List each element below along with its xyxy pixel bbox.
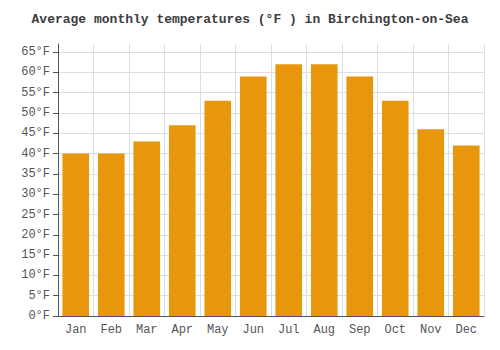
svg-text:15°F: 15°F — [21, 248, 50, 262]
svg-text:45°F: 45°F — [21, 126, 50, 140]
svg-text:55°F: 55°F — [21, 86, 50, 100]
svg-text:65°F: 65°F — [21, 45, 50, 59]
svg-text:Jul: Jul — [278, 323, 300, 337]
svg-text:40°F: 40°F — [21, 147, 50, 161]
svg-text:20°F: 20°F — [21, 228, 50, 242]
svg-text:5°F: 5°F — [28, 289, 50, 303]
svg-text:Nov: Nov — [420, 323, 442, 337]
svg-text:60°F: 60°F — [21, 65, 50, 79]
svg-text:50°F: 50°F — [21, 106, 50, 120]
svg-text:Jan: Jan — [65, 323, 87, 337]
svg-text:Oct: Oct — [384, 323, 406, 337]
svg-text:Jun: Jun — [242, 323, 264, 337]
svg-text:25°F: 25°F — [21, 208, 50, 222]
svg-text:Aug: Aug — [313, 323, 335, 337]
svg-text:35°F: 35°F — [21, 167, 50, 181]
svg-text:May: May — [207, 323, 229, 337]
svg-text:Feb: Feb — [100, 323, 122, 337]
svg-text:Average monthly temperatures (: Average monthly temperatures (°F ) in Bi… — [32, 12, 469, 27]
svg-text:Apr: Apr — [171, 323, 193, 337]
svg-text:Dec: Dec — [455, 323, 477, 337]
svg-text:30°F: 30°F — [21, 187, 50, 201]
svg-text:10°F: 10°F — [21, 268, 50, 282]
svg-text:Mar: Mar — [136, 323, 158, 337]
svg-text:Sep: Sep — [349, 323, 371, 337]
svg-text:0°F: 0°F — [28, 309, 50, 323]
